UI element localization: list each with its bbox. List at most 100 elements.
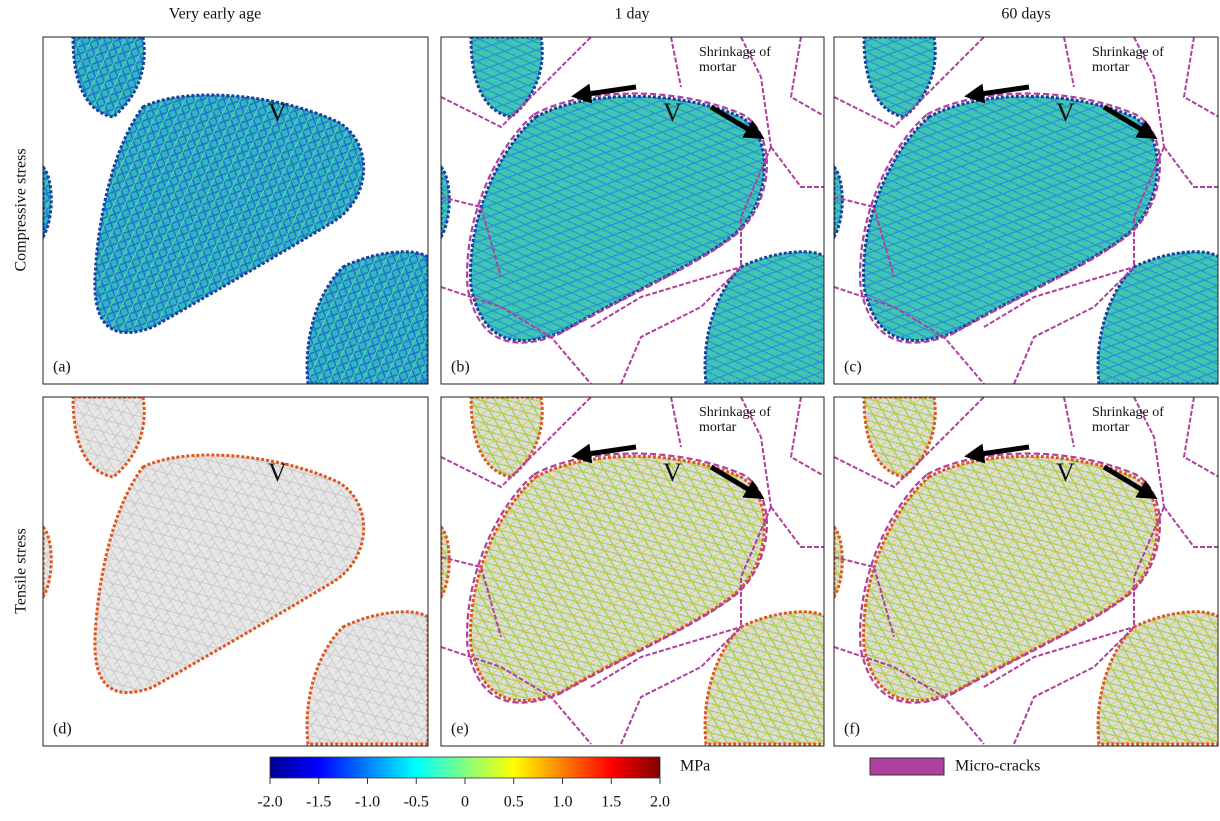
aggregate bbox=[862, 37, 937, 119]
micro-crack bbox=[620, 626, 742, 745]
labels: Very early age 1 day 60 days Compressive… bbox=[13, 6, 1051, 614]
annotation: Shrinkage of bbox=[1092, 45, 1164, 60]
marker-label: V bbox=[268, 98, 287, 127]
micro-crack bbox=[441, 286, 592, 384]
colorbar-tick-label: -1.5 bbox=[306, 794, 331, 811]
micro-crack bbox=[1063, 37, 1075, 88]
aggregate bbox=[93, 93, 366, 334]
micro-crack bbox=[465, 452, 768, 704]
marker-label: V bbox=[663, 98, 682, 127]
aggregate bbox=[71, 397, 146, 479]
micro-crack bbox=[1063, 397, 1075, 448]
arrow bbox=[1102, 104, 1158, 140]
aggregate bbox=[1096, 610, 1218, 746]
column-title: 1 day bbox=[614, 6, 649, 23]
micro-crack bbox=[441, 37, 592, 129]
colorbar: MPa -2.0 -1.5 -1.0 -0.5 0 0.5 1.0 1.5 2.0 bbox=[257, 756, 710, 811]
aggregate bbox=[703, 610, 824, 746]
marker-label: V bbox=[268, 458, 287, 487]
annotation: mortar bbox=[699, 60, 737, 75]
column-title: Very early age bbox=[169, 6, 261, 23]
colorbar-tick-label: 1.5 bbox=[601, 794, 621, 811]
panel: V (a) bbox=[42, 36, 429, 385]
micro-crack bbox=[1133, 506, 1165, 627]
micro-crack bbox=[1133, 37, 1165, 148]
micro-crack bbox=[1182, 37, 1218, 118]
column-title: 60 days bbox=[1001, 6, 1050, 23]
annotation: mortar bbox=[1092, 60, 1130, 75]
micro-crack bbox=[740, 37, 772, 148]
aggregate bbox=[1096, 250, 1218, 384]
row-title: Tensile stress bbox=[13, 528, 30, 614]
colorbar-tick-label: 0 bbox=[461, 794, 469, 811]
micro-crack bbox=[834, 397, 985, 489]
micro-crack bbox=[740, 146, 772, 267]
micro-crack bbox=[1163, 146, 1218, 188]
aggregate bbox=[703, 250, 824, 384]
micro-crack bbox=[1182, 397, 1218, 478]
panel-frame bbox=[440, 36, 825, 385]
arrow bbox=[709, 464, 765, 500]
marker-label: V bbox=[663, 458, 682, 487]
arrow bbox=[571, 83, 637, 104]
arrow bbox=[1102, 464, 1158, 500]
micro-crack bbox=[740, 506, 772, 627]
colorbar-tick-label: -2.0 bbox=[257, 794, 282, 811]
aggregate bbox=[93, 453, 366, 694]
aggregate bbox=[469, 397, 544, 479]
micro-crack bbox=[834, 646, 985, 745]
panel-label: (a) bbox=[53, 359, 71, 376]
micro-crack bbox=[590, 626, 742, 688]
micro-crack bbox=[1013, 626, 1135, 745]
annotation: Shrinkage of bbox=[699, 45, 771, 60]
marker-label: V bbox=[1056, 98, 1075, 127]
aggregate bbox=[71, 37, 146, 119]
micro-crack bbox=[670, 37, 682, 88]
micro-crack bbox=[858, 452, 1161, 704]
micro-crack bbox=[858, 92, 1161, 344]
micro-crack bbox=[1133, 146, 1165, 267]
panel-frame bbox=[440, 396, 825, 747]
colorbar-tick-label: 0.5 bbox=[504, 794, 524, 811]
panel-label: (f) bbox=[844, 721, 860, 738]
colorbar-unit: MPa bbox=[680, 758, 710, 775]
micro-crack bbox=[983, 266, 1135, 328]
annotation: Shrinkage of bbox=[1092, 405, 1164, 420]
aggregate bbox=[305, 250, 428, 384]
panel-frame bbox=[833, 36, 1219, 385]
panel-frame bbox=[42, 396, 429, 747]
panel-frame bbox=[42, 36, 429, 385]
arrow bbox=[709, 104, 765, 140]
micro-crack bbox=[789, 397, 824, 478]
panel-image bbox=[43, 37, 428, 384]
micro-crack bbox=[740, 397, 772, 508]
micro-crack bbox=[1013, 266, 1135, 384]
row-title: Compressive stress bbox=[13, 148, 30, 271]
micro-crack bbox=[770, 506, 824, 548]
legend: Micro-cracks bbox=[869, 757, 1040, 776]
micro-crack bbox=[834, 286, 985, 384]
panel: V (d) bbox=[42, 396, 429, 747]
micro-crack bbox=[670, 397, 682, 448]
colorbar-tick-label: -1.0 bbox=[355, 794, 380, 811]
aggregate bbox=[469, 37, 544, 119]
micro-crack bbox=[770, 146, 824, 188]
aggregate bbox=[305, 610, 428, 746]
micro-crack bbox=[441, 646, 592, 745]
micro-crack bbox=[1163, 506, 1218, 548]
arrow bbox=[964, 443, 1030, 464]
micro-crack bbox=[441, 397, 592, 489]
micro-crack bbox=[590, 266, 742, 328]
panel-image bbox=[43, 397, 428, 746]
micro-crack bbox=[1133, 397, 1165, 508]
legend-label: Micro-cracks bbox=[955, 758, 1040, 775]
annotation: mortar bbox=[699, 420, 737, 435]
colorbar-tick-label: 2.0 bbox=[650, 794, 670, 811]
